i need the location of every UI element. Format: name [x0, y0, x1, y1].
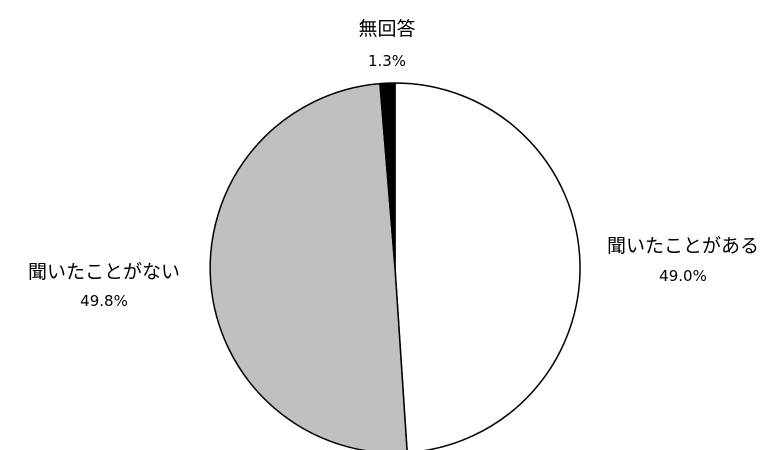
slice-value-not-heard: 49.8%	[80, 292, 128, 310]
pie-slice-not-heard	[209, 82, 408, 450]
slice-value-no-answer: 1.3%	[368, 52, 406, 70]
pie-slice-no-answer	[379, 82, 396, 269]
pie-slices	[209, 82, 581, 450]
slice-label-not-heard: 聞いたことがない	[28, 261, 180, 283]
pie-slice-heard	[394, 82, 581, 450]
slice-label-no-answer: 無回答	[358, 18, 415, 40]
slice-label-heard: 聞いたことがある	[607, 235, 759, 257]
slice-value-heard: 49.0%	[659, 267, 707, 285]
